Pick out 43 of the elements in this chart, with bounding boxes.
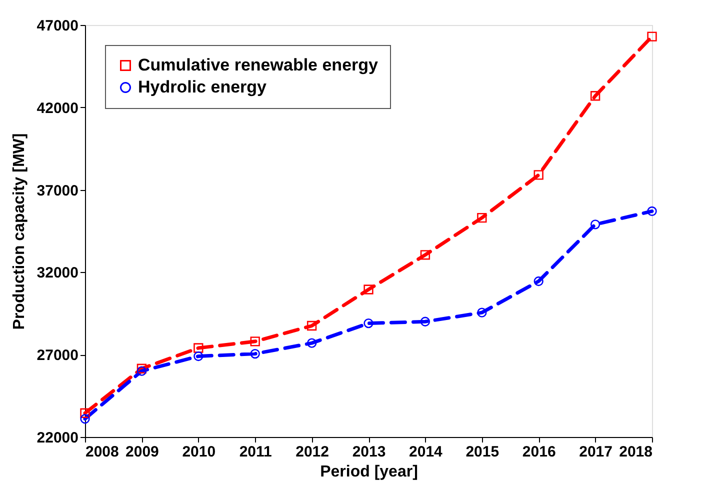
y-tick-label: 22000 [36, 430, 78, 446]
point [477, 212, 487, 223]
y-tick-label: 42000 [36, 100, 78, 117]
point [477, 308, 487, 318]
point [364, 318, 374, 328]
x-axis-title: Period [year] [320, 464, 418, 480]
x-tick-label: 2011 [239, 444, 272, 460]
point [590, 220, 600, 230]
point [420, 316, 430, 326]
x-tick-label: 2009 [126, 444, 159, 460]
legend-label: Cumulative renewable energy [138, 56, 379, 74]
point [136, 366, 147, 376]
point [250, 348, 260, 359]
point [647, 206, 657, 216]
point [80, 408, 90, 418]
y-axis-title: Production capacity [MW] [10, 133, 28, 330]
x-tick-label: 2010 [182, 444, 216, 460]
point [306, 320, 317, 331]
point [136, 364, 147, 374]
x-tick-label: 2015 [466, 444, 500, 460]
y-tick-label: 32000 [36, 264, 78, 282]
point [534, 170, 544, 180]
x-tick-label: 2008 [86, 444, 119, 460]
x-tick-label: 2012 [296, 444, 329, 460]
y-tick-label: 27000 [36, 347, 78, 364]
point [364, 284, 374, 294]
x-tick-label: 2017 [579, 444, 612, 460]
point [420, 250, 430, 260]
y-tick-label: 47000 [36, 18, 78, 34]
x-tick-label: 2016 [522, 444, 556, 460]
point [647, 32, 657, 42]
legend-label: Hydrolic energy [138, 78, 268, 96]
x-tick-label: 2018 [619, 444, 652, 460]
point [534, 276, 544, 286]
x-tick-label: 2014 [409, 444, 444, 460]
point [250, 336, 260, 346]
point [194, 351, 204, 362]
x-tick-label: 2013 [352, 444, 386, 460]
point [306, 338, 317, 348]
point [590, 91, 600, 101]
y-tick-label: 37000 [36, 182, 78, 200]
point [194, 343, 204, 353]
point [80, 414, 90, 424]
